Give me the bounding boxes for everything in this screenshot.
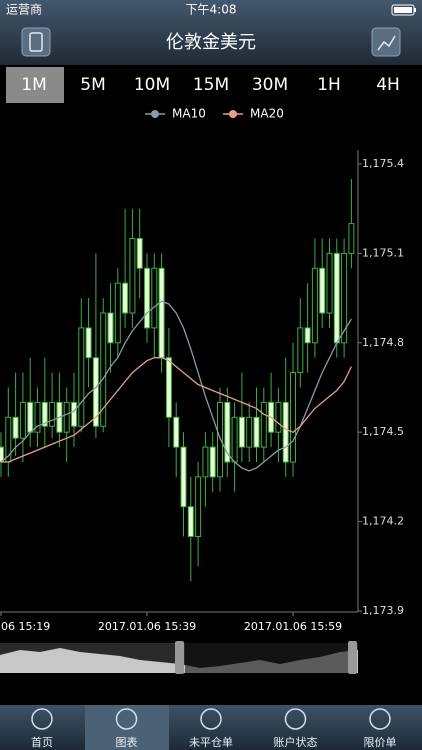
candle-body: [114, 282, 121, 344]
candle-body: [158, 267, 165, 359]
candle-body: [144, 267, 150, 329]
candle-body: [231, 416, 238, 463]
tab-selected: [85, 705, 169, 750]
tab-item[interactable]: 首页: [31, 708, 53, 749]
y-tick-label: 1,175.1: [362, 246, 404, 259]
candle-body: [49, 401, 56, 427]
candle-body: [333, 252, 340, 344]
candle-body: [326, 252, 333, 314]
timeframe-button[interactable]: 10M: [134, 75, 170, 95]
candle-body: [100, 312, 107, 427]
clock: 下午4:08: [186, 3, 237, 17]
timeframe-button[interactable]: 1M: [21, 75, 46, 95]
y-tick-label: 1,174.2: [362, 515, 404, 528]
navigator[interactable]: [0, 641, 358, 674]
candle-body: [209, 446, 216, 478]
tab-icon: [200, 708, 222, 730]
tab-icon: [115, 708, 138, 730]
tab-icon: [369, 708, 391, 730]
candle-body: [12, 416, 19, 439]
candle-body: [173, 416, 180, 448]
candle-body: [341, 252, 348, 344]
x-tick-label: 2017.01.06 15:39: [98, 620, 196, 633]
ma-line: [1, 357, 352, 463]
indicator-button[interactable]: [371, 27, 401, 57]
candle-body: [78, 327, 85, 427]
candle-body: [304, 327, 311, 344]
legend-label: MA10: [172, 107, 206, 121]
candle-body: [136, 238, 143, 269]
tab-label: 首页: [31, 735, 53, 749]
ma-line: [0, 300, 352, 472]
candle-body: [151, 267, 158, 329]
tab-items: 首页 图表 未平仓单 账户状态 限价单: [31, 708, 397, 749]
timeframe-button[interactable]: 30M: [252, 75, 288, 95]
candle-body: [19, 401, 26, 439]
chart-plot: [0, 163, 362, 616]
timeframe-button[interactable]: 4H: [376, 75, 400, 95]
timeframe-selected: [6, 67, 64, 103]
tab-item[interactable]: 未平仓单: [189, 708, 233, 749]
y-tick-label: 1,173.9: [362, 604, 404, 617]
y-tick-label: 1,174.8: [362, 336, 404, 349]
timeframe-button[interactable]: 15M: [193, 75, 229, 95]
y-tick-label: 1,174.5: [362, 425, 404, 438]
candle-body: [297, 327, 304, 374]
tab-icon: [284, 708, 307, 730]
candle-body: [246, 416, 253, 448]
tab-label: 账户状态: [274, 735, 318, 749]
timeframe-bar: 1M 5M 10M 15M 30M 1H 4H: [21, 75, 400, 95]
tab-label: 未平仓单: [189, 735, 233, 749]
legend-dot: [229, 110, 237, 118]
x-tick-label: 2017.01.06 15:59: [244, 620, 342, 633]
timeframe-button[interactable]: 5M: [80, 75, 105, 95]
candle-body: [319, 267, 326, 314]
candle-body: [187, 506, 194, 538]
candle-body: [71, 401, 77, 427]
battery: [391, 4, 416, 16]
candle-body: [85, 327, 92, 359]
candle-body: [224, 401, 231, 463]
candle-body: [202, 446, 209, 478]
tab-bar: [0, 705, 422, 750]
candle-body: [165, 357, 172, 418]
candle-body: [107, 312, 114, 344]
tab-item[interactable]: 图表: [115, 708, 138, 749]
candle-body: [63, 401, 70, 433]
y-tick-label: 1,175.4: [362, 157, 404, 170]
tab-item[interactable]: 限价单: [364, 708, 397, 749]
tab-label: 图表: [116, 735, 138, 749]
candle-body: [92, 357, 99, 427]
candle-body: [122, 282, 129, 314]
header-bg: [0, 0, 422, 65]
candle-body: [180, 446, 187, 508]
candle-body: [282, 401, 289, 463]
timeframe-button[interactable]: 1H: [317, 75, 341, 95]
carrier: 运营商: [6, 2, 42, 17]
candle-body: [311, 267, 318, 344]
candle-body: [260, 401, 267, 448]
tab-label: 限价单: [364, 736, 397, 749]
menu-button[interactable]: [21, 27, 51, 57]
candle-body: [238, 416, 245, 448]
x-tick-label: 06 15:19: [1, 620, 50, 633]
legend-dot: [151, 110, 159, 118]
candle-body: [195, 476, 202, 537]
tab-item[interactable]: 账户状态: [274, 708, 318, 749]
candle-body: [34, 401, 41, 433]
legend-label: MA20: [250, 107, 284, 121]
legend: MA10 MA20: [145, 107, 284, 121]
page-title: 伦敦金美元: [166, 32, 256, 53]
candle-body: [348, 223, 355, 254]
candle-body: [129, 238, 136, 314]
candle-body: [275, 401, 282, 433]
candle-body: [290, 372, 296, 463]
candle-body: [41, 401, 48, 427]
candle-body: [27, 401, 34, 433]
tab-icon: [31, 708, 53, 730]
candle-body: [253, 416, 260, 448]
